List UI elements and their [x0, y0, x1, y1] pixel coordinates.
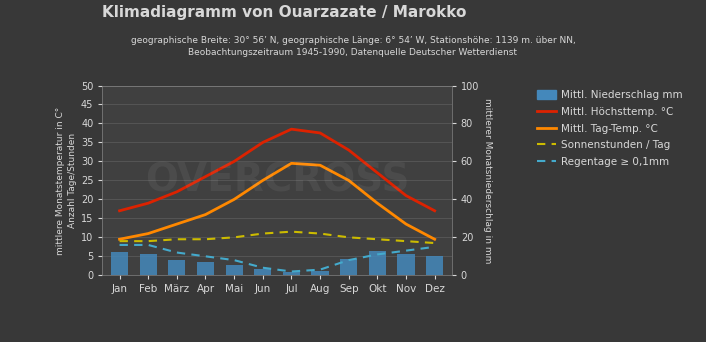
Bar: [311, 271, 329, 275]
Text: geographische Breite: 30° 56’ N, geographische Länge: 6° 54’ W, Stationshöhe: 11: geographische Breite: 30° 56’ N, geograp…: [131, 36, 575, 57]
Bar: [397, 254, 414, 275]
Bar: [168, 260, 186, 275]
Bar: [225, 265, 243, 275]
Bar: [197, 262, 214, 275]
Bar: [254, 269, 271, 275]
Y-axis label: mittlere Monatstemperatur in C°
Anzahl Tage/Stunden: mittlere Monatstemperatur in C° Anzahl T…: [56, 106, 77, 254]
Bar: [140, 254, 157, 275]
Bar: [426, 256, 443, 275]
Text: OVERCROSS: OVERCROSS: [145, 161, 409, 199]
Bar: [369, 251, 386, 275]
Y-axis label: mittlerer Monatsniederschlag in mm: mittlerer Monatsniederschlag in mm: [484, 98, 492, 263]
Text: Klimadiagramm von Ouarzazate / Marokko: Klimadiagramm von Ouarzazate / Marokko: [102, 5, 467, 20]
Legend: Mittl. Niederschlag mm, Mittl. Höchsttemp. °C, Mittl. Tag-Temp. °C, Sonnenstunde: Mittl. Niederschlag mm, Mittl. Höchsttem…: [534, 87, 686, 170]
Bar: [283, 273, 300, 275]
Bar: [340, 259, 357, 275]
Bar: [111, 252, 128, 275]
